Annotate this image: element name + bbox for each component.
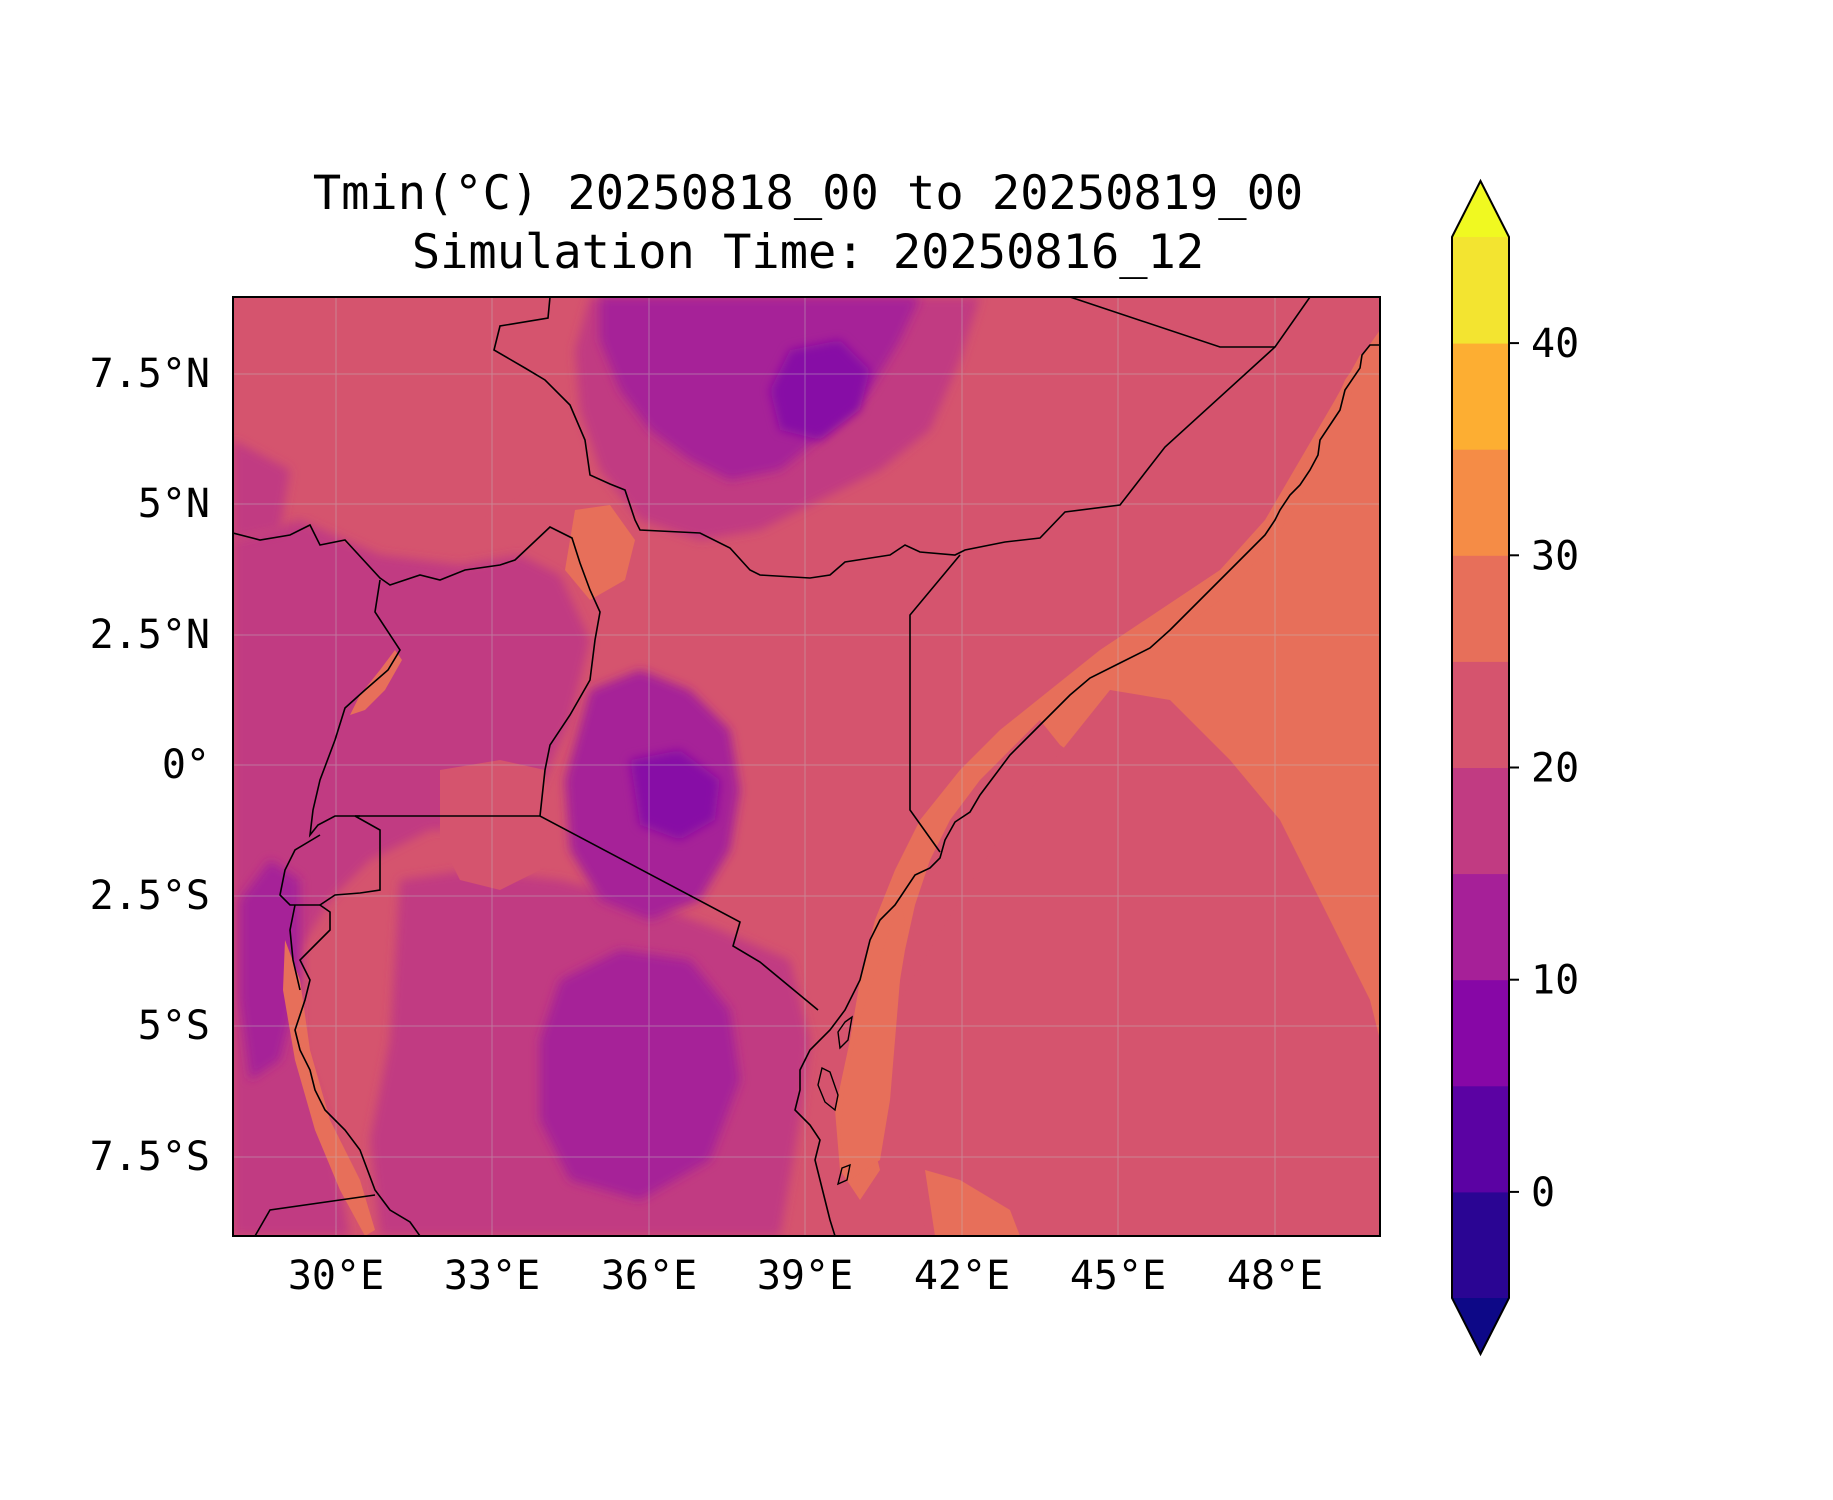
border-rwanda-drc (279, 834, 321, 906)
y-tick-label: 5°N (138, 481, 210, 527)
y-tick-label: 0° (162, 742, 210, 788)
colorbar-segment (1452, 343, 1509, 450)
y-tick-label: 5°S (138, 1003, 210, 1049)
field-uganda-west (233, 520, 590, 1236)
field-sudan-warm (233, 297, 560, 520)
x-tick-label: 39°E (757, 1253, 853, 1299)
border-ethiopia-somalia-top (1069, 297, 1275, 348)
map-title: Tmin(°C) 20250818_00 to 20250819_00 (312, 166, 1304, 221)
colorbar-tick-label: 20 (1531, 746, 1579, 792)
field-sudan-cooler (233, 440, 290, 540)
y-tick-labels: 7.5°N 5°N 2.5°N 0° 2.5°S 5°S 7.5°S (90, 351, 210, 1180)
island-mafia (836, 1163, 851, 1186)
field-ethiopia-core (770, 340, 870, 440)
border-uganda-tanzania (355, 815, 819, 1011)
x-tick-label: 42°E (914, 1253, 1010, 1299)
y-tick-label: 7.5°S (90, 1134, 210, 1180)
field-lake-tanganyika (283, 940, 375, 1236)
x-tick-label: 45°E (1070, 1253, 1166, 1299)
y-tick-label: 7.5°N (90, 351, 210, 397)
field-lake-turkana (565, 505, 635, 600)
y-tick-label: 2.5°N (90, 612, 210, 658)
map-frame (232, 296, 1381, 1237)
colorbar-segment (1452, 1085, 1509, 1193)
border-tanzania-zambia (254, 1194, 376, 1236)
field-lake-victoria (440, 760, 550, 890)
x-tick-label: 36°E (601, 1253, 697, 1299)
x-tick-labels: 30°E 33°E 36°E 39°E 42°E 45°E 48°E (288, 1253, 1323, 1299)
border-kenya-somalia (909, 554, 961, 853)
colorbar-tick-label: 30 (1531, 533, 1579, 579)
border-rwanda-burundi (294, 815, 421, 1236)
field-tanzania-highlands (540, 950, 740, 1200)
colorbar-segment (1452, 449, 1509, 556)
colorbar-under-extension (1452, 1298, 1509, 1354)
colorbar-tick-label: 40 (1531, 321, 1579, 367)
border-drc-tanzania (289, 904, 301, 991)
y-tick-label: 2.5°S (90, 873, 210, 919)
x-tick-label: 33°E (444, 1253, 540, 1299)
field-somalia-coast (835, 340, 1380, 1200)
colorbar-segment (1452, 1191, 1509, 1299)
colorbar-tick-label: 0 (1531, 1170, 1555, 1216)
field-rift-west (240, 860, 300, 1080)
border-uganda-drc (308, 579, 401, 838)
colorbar-segment (1452, 661, 1509, 768)
field-indian-ocean-coastal (880, 690, 1380, 1236)
border-south-sudan-uganda (233, 523, 601, 817)
map-subtitle: Simulation Time: 20250816_12 (411, 225, 1205, 280)
colorbar-segment (1452, 237, 1509, 344)
colorbar-over-extension (1452, 181, 1509, 237)
coastline (794, 344, 1380, 1236)
field-lake-albert (350, 650, 402, 715)
colorbar-outline (1451, 178, 1510, 1357)
border-south-sudan-ethiopia (493, 297, 1311, 579)
colorbar-tick-label: 10 (1531, 958, 1579, 1004)
field-somalia-patch (925, 1170, 1020, 1236)
gridlines (233, 297, 1380, 1236)
field-kenya-core (630, 750, 720, 840)
colorbar-segment (1452, 873, 1509, 981)
island-zanzibar (817, 1066, 839, 1112)
colorbar-segment (1452, 767, 1509, 875)
x-tick-label: 48°E (1227, 1253, 1323, 1299)
colorbar-segment (1452, 555, 1509, 662)
country-borders (233, 297, 1311, 1236)
field-kenya-coast (840, 900, 905, 1180)
temperature-field (233, 297, 1380, 1236)
colorbar: 0 10 20 30 40 (1451, 178, 1579, 1357)
colorbar-segment (1452, 979, 1509, 1087)
x-tick-label: 30°E (288, 1253, 384, 1299)
island-pemba (837, 1015, 853, 1050)
